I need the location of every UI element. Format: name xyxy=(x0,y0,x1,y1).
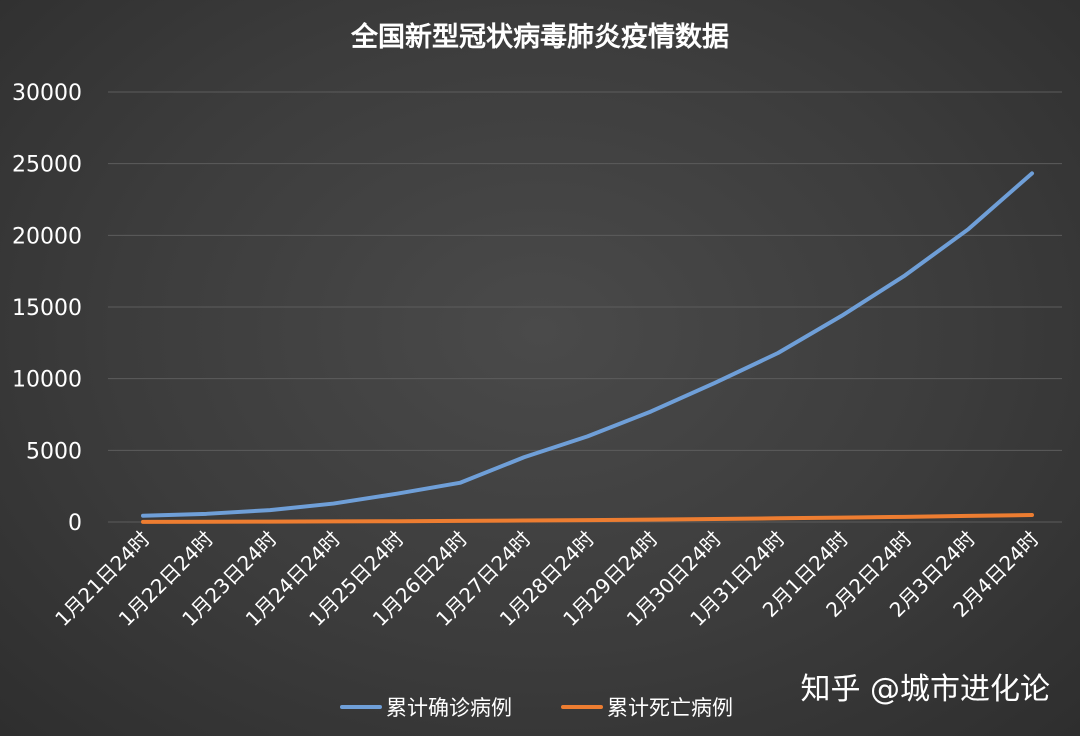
legend-label: 累计确诊病例 xyxy=(386,696,512,720)
y-axis-ticks: 0 5000 10000 15000 20000 25000 30000 xyxy=(12,81,82,536)
y-tick-label: 30000 xyxy=(12,81,82,106)
chart-title: 全国新型冠状病毒肺炎疫情数据 xyxy=(350,21,729,53)
watermark: 知乎 @城市进化论 xyxy=(800,672,1050,707)
y-tick-label: 20000 xyxy=(12,224,82,249)
gridlines xyxy=(108,91,1062,523)
y-tick-label: 10000 xyxy=(12,368,82,393)
y-tick-label: 15000 xyxy=(12,296,82,321)
x-axis-ticks: 1月21日24时1月22日24时1月23日24时1月24日24时1月25日24时… xyxy=(50,527,1043,631)
y-tick-label: 25000 xyxy=(12,153,82,178)
series-lines xyxy=(141,171,1034,524)
y-tick-label: 5000 xyxy=(26,439,82,464)
y-tick-label: 0 xyxy=(68,511,82,536)
series-line-0 xyxy=(141,171,1034,518)
legend: 累计确诊病例 累计死亡病例 xyxy=(340,696,733,720)
series-line-1 xyxy=(141,512,1034,524)
legend-label: 累计死亡病例 xyxy=(607,696,733,720)
